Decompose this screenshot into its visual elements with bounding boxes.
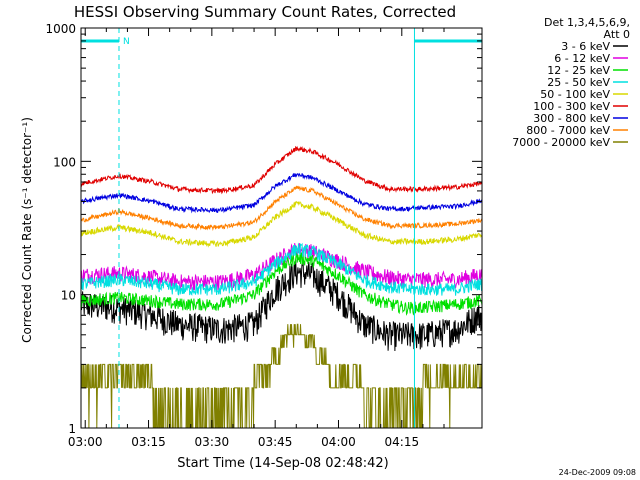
chart-title: HESSI Observing Summary Count Rates, Cor…	[74, 3, 456, 21]
legend-label-2: 6 - 12 keV	[554, 52, 610, 65]
legend-label-9: 7000 - 20000 keV	[512, 136, 610, 149]
series-line-3	[80, 252, 483, 316]
series-line-9	[80, 323, 482, 429]
x-tick-label-3: 03:30	[195, 435, 230, 449]
x-tick-label-6: 04:15	[385, 435, 420, 449]
y-tick-label-2: 10	[61, 289, 76, 303]
legend-label-1: 3 - 6 keV	[561, 40, 610, 53]
legend-label-4: 25 - 50 keV	[547, 76, 610, 89]
legend-header-line2: Att 0	[604, 28, 630, 41]
legend-header-line1: Det 1,3,4,5,6,9,	[544, 16, 630, 29]
y-tick-label-1: 1	[68, 422, 76, 436]
plot-frame	[80, 27, 483, 429]
series-line-1	[80, 259, 483, 352]
footer-date: 24-Dec-2009 09:08	[559, 468, 636, 477]
plot-area: N	[80, 28, 483, 429]
x-tick-label-2: 03:15	[131, 435, 166, 449]
series-line-4	[80, 242, 483, 296]
series-line-6	[80, 145, 483, 195]
axis-ticks: 03:00 03:15 03:30 03:45 04:00 04:15 1 10 100 1000	[45, 22, 482, 449]
series-line-8	[80, 185, 483, 232]
night-label: N	[123, 37, 130, 47]
x-tick-label-1: 03:00	[68, 435, 103, 449]
legend-label-7: 300 - 800 keV	[533, 112, 610, 125]
legend-label-3: 12 - 25 keV	[547, 64, 610, 77]
x-tick-label-4: 03:45	[258, 435, 293, 449]
x-tick-label-5: 04:00	[321, 435, 356, 449]
legend-label-8: 800 - 7000 keV	[526, 124, 610, 137]
series-line-7	[80, 172, 483, 214]
legend-label-5: 50 - 100 keV	[540, 88, 610, 101]
y-tick-label-3: 100	[53, 155, 76, 169]
y-axis-label-text: Corrected Count Rate (s⁻¹ detector⁻¹)	[20, 117, 34, 343]
y-axis-label: Corrected Count Rate (s⁻¹ detector⁻¹)	[20, 117, 34, 343]
series-line-5	[80, 200, 483, 248]
y-tick-label-4: 1000	[45, 22, 76, 36]
legend-label-6: 100 - 300 keV	[533, 100, 610, 113]
x-axis-label: Start Time (14-Sep-08 02:48:42)	[177, 456, 388, 471]
